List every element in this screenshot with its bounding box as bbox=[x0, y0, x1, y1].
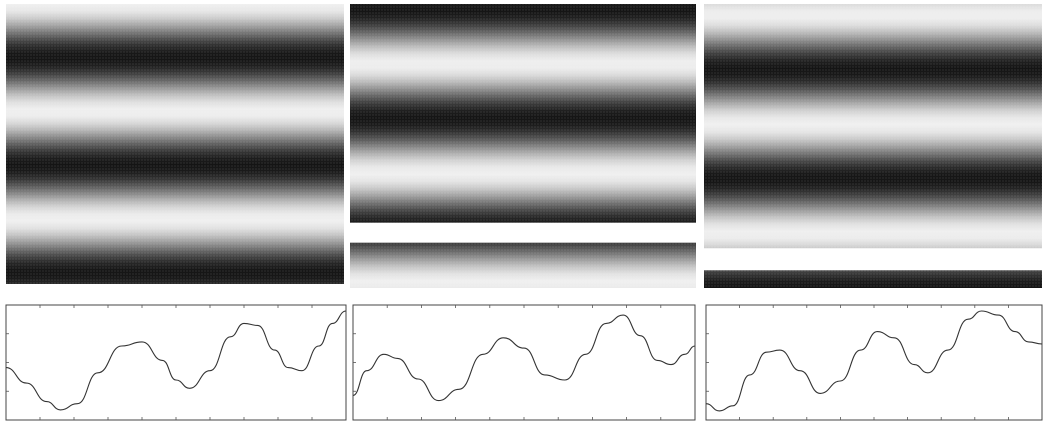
profile-curve-b bbox=[352, 314, 696, 402]
profile-curve-c bbox=[705, 310, 1043, 412]
plot-frame-b bbox=[352, 304, 696, 421]
fringe-texture-b bbox=[350, 4, 696, 288]
profile-plot-b bbox=[352, 304, 696, 421]
fringe-images bbox=[6, 4, 1042, 288]
profile-plots bbox=[5, 304, 1043, 421]
plot-frame-a bbox=[5, 304, 347, 421]
fringe-texture-a bbox=[6, 4, 344, 284]
profile-plot-c bbox=[705, 304, 1043, 421]
fringe-image-c bbox=[704, 4, 1042, 288]
fringe-band-gap-c bbox=[704, 248, 1042, 271]
fringe-image-b bbox=[350, 4, 696, 288]
profile-curve-a bbox=[5, 310, 347, 411]
profile-plot-a bbox=[5, 304, 347, 421]
fringe-texture-c bbox=[704, 4, 1042, 288]
plot-frame-c bbox=[705, 304, 1043, 421]
fringe-band-gap-b bbox=[350, 222, 696, 243]
fringe-image-a bbox=[6, 4, 344, 284]
